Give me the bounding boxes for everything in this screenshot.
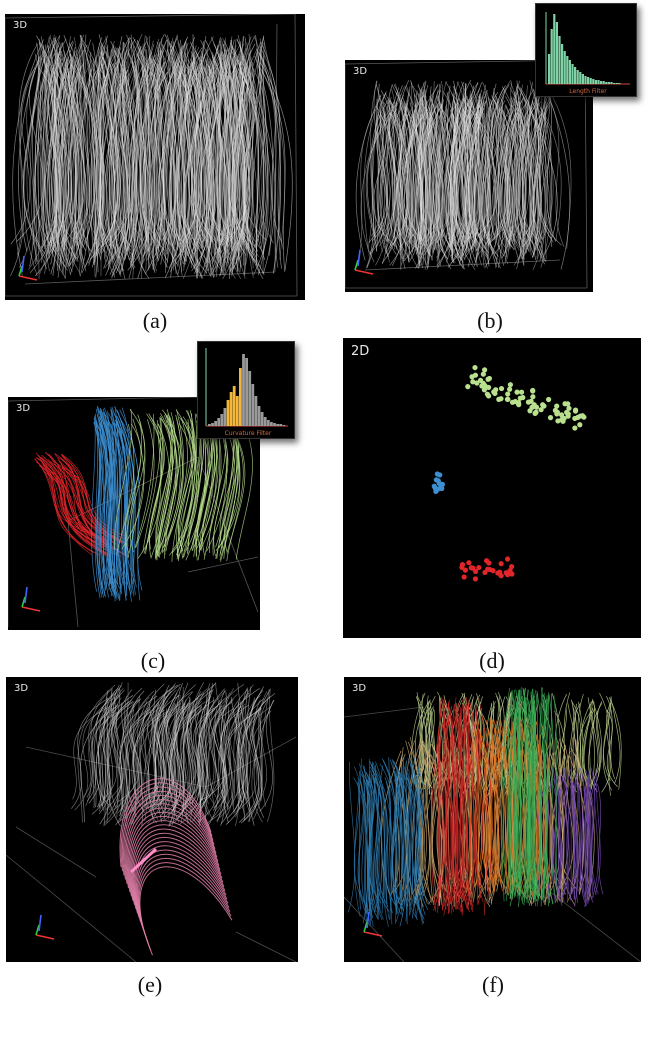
axis-gizmo-icon <box>354 249 374 275</box>
blue-cluster <box>347 757 431 927</box>
caption-a: (a) <box>142 308 168 333</box>
view-mode-label: 3D <box>14 683 29 694</box>
length-filter-histogram[interactable]: Length Filter <box>535 3 637 97</box>
panel-f-3d-view[interactable]: 3D <box>344 677 641 962</box>
caption-d: (d) <box>479 648 505 673</box>
axis-gizmo-icon <box>363 911 383 937</box>
fiber-render-a <box>5 14 298 297</box>
cluster-scatter-d <box>431 364 587 582</box>
histogram-bars <box>548 14 621 84</box>
curvature-filter-histogram[interactable]: Curvature Filter <box>197 341 295 439</box>
caption-e: (e) <box>137 972 163 997</box>
panel-a-3d-view[interactable]: 3D <box>5 14 305 300</box>
view-mode-label: 3D <box>353 66 368 77</box>
purple-cluster <box>536 767 604 907</box>
caption-b: (b) <box>477 308 503 333</box>
histogram-bars <box>208 354 286 426</box>
green-cluster-points <box>465 364 587 431</box>
view-mode-label: 2D <box>351 344 370 359</box>
green-cluster <box>501 687 559 907</box>
view-mode-label: 3D <box>16 403 31 414</box>
view-mode-label: 3D <box>352 683 367 694</box>
fiber-render-e <box>6 682 297 962</box>
fiber-clusters-render-c <box>8 397 259 628</box>
histogram-x-label: Curvature Filter <box>225 430 272 437</box>
view-mode-label: 3D <box>13 20 28 31</box>
axis-gizmo-icon <box>21 586 41 612</box>
red-cluster <box>430 697 493 916</box>
histogram-x-label: Length Filter <box>569 88 607 95</box>
fiber-clusters-render-f <box>344 687 641 962</box>
highlighted-bundle <box>119 778 233 956</box>
panel-b-3d-view[interactable]: 3D <box>345 60 593 292</box>
panel-d-2d-embedding[interactable]: 2D <box>343 338 641 638</box>
fiber-bundle <box>10 33 293 280</box>
caption-c: (c) <box>140 648 166 673</box>
blue-cluster <box>91 406 143 602</box>
blue-cluster-points <box>431 471 446 495</box>
axis-gizmo-icon <box>35 914 55 940</box>
red-cluster-points <box>459 556 515 582</box>
caption-f: (f) <box>482 972 504 997</box>
fiber-bundle <box>355 79 572 271</box>
fiber-bundle <box>71 682 276 828</box>
fiber-render-b <box>345 60 588 289</box>
panel-e-3d-view[interactable]: 3D <box>6 677 298 962</box>
axis-gizmo-icon <box>18 255 38 281</box>
